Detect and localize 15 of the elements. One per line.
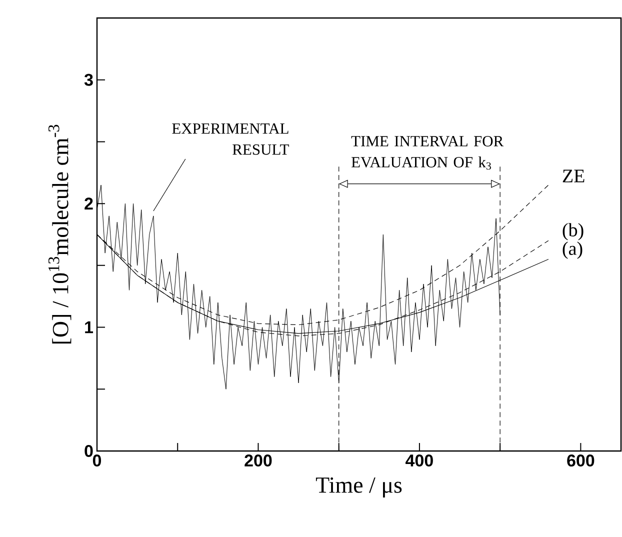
x-tick-label: 0 bbox=[92, 454, 102, 467]
x-tick-label: 400 bbox=[406, 454, 433, 467]
y-tick-label: 0 bbox=[84, 444, 93, 458]
x-axis-title: Time / μs bbox=[316, 477, 402, 498]
y-tick-label: 2 bbox=[84, 198, 93, 210]
y-tick-label: 3 bbox=[84, 74, 93, 86]
x-tick-label: 600 bbox=[567, 454, 594, 467]
annotation: TIME INTERVAL FOR EVALUATION OF k$_{3}$ bbox=[351, 136, 504, 170]
x-tick-label: 200 bbox=[244, 454, 272, 467]
series-label: (b) bbox=[562, 223, 584, 240]
y-axis-title: [O] / 10$^{13}$molecule cm$^{-3}$ bbox=[48, 124, 72, 344]
series-label: (a) bbox=[562, 242, 582, 259]
annotation: EXPERIMENTAL RESULT bbox=[172, 123, 289, 155]
series-label: ZE bbox=[562, 170, 584, 182]
y-tick-label: 1 bbox=[85, 321, 94, 334]
